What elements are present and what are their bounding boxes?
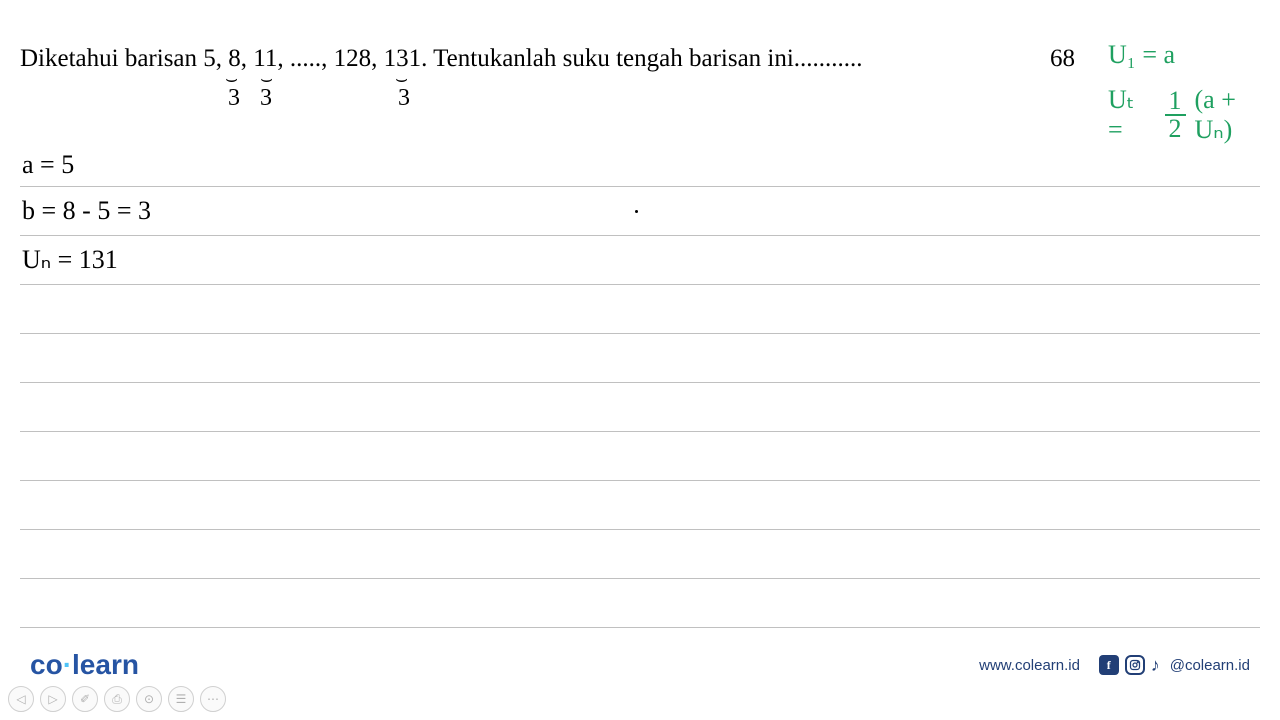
problem-text: Diketahui barisan 5, 8, 11, ....., 128, … — [20, 45, 863, 73]
ruled-line — [20, 481, 1260, 530]
ruled-line — [20, 138, 1260, 187]
fraction-numerator: 1 — [1165, 88, 1186, 116]
ruled-line — [20, 285, 1260, 334]
social-links: f ♪ @colearn.id — [1099, 655, 1250, 676]
social-handle: @colearn.id — [1170, 657, 1250, 674]
more-button[interactable]: ⋯ — [200, 686, 226, 712]
instagram-icon[interactable] — [1125, 655, 1145, 675]
diff-label-1: 3 — [228, 85, 240, 112]
logo-dot: · — [63, 649, 72, 680]
zoom-button[interactable]: ⊙ — [136, 686, 162, 712]
tiktok-icon[interactable]: ♪ — [1151, 655, 1160, 676]
prev-button[interactable]: ◁ — [8, 686, 34, 712]
player-controls: ◁ ▷ ✐ ⎙ ⊙ ☰ ⋯ — [8, 686, 226, 712]
facebook-icon[interactable]: f — [1099, 655, 1119, 675]
ruled-line — [20, 530, 1260, 579]
formula-ut: Uₜ = 1 2 (a + Uₙ) — [1108, 85, 1280, 145]
work-line-a: a = 5 — [22, 150, 74, 180]
ruled-line — [20, 187, 1260, 236]
fraction-half: 1 2 — [1165, 88, 1186, 142]
diff-label-3: 3 — [398, 85, 410, 112]
formula-u1: U₁ = a — [1108, 40, 1175, 70]
next-button[interactable]: ▷ — [40, 686, 66, 712]
dot-marker — [635, 210, 638, 213]
formula-ut-rhs: (a + Uₙ) — [1195, 85, 1280, 145]
work-line-b: b = 8 - 5 = 3 — [22, 196, 151, 226]
ruled-line — [20, 334, 1260, 383]
formula-ut-lhs: Uₜ = — [1108, 85, 1156, 145]
ruled-lines-area — [20, 138, 1260, 628]
ruled-line — [20, 236, 1260, 285]
logo-part1: co — [30, 649, 63, 680]
menu-button[interactable]: ☰ — [168, 686, 194, 712]
logo: co·learn — [30, 649, 139, 681]
draw-button[interactable]: ✐ — [72, 686, 98, 712]
footer: co·learn www.colearn.id f ♪ @colearn.id — [0, 640, 1280, 690]
work-line-un: Uₙ = 131 — [22, 245, 118, 275]
diff-label-2: 3 — [260, 85, 272, 112]
ruled-line — [20, 579, 1260, 628]
logo-part2: learn — [72, 649, 139, 680]
ruled-line — [20, 432, 1260, 481]
problem-answer: 68 — [1050, 45, 1075, 73]
website-url: www.colearn.id — [979, 657, 1080, 674]
copy-button[interactable]: ⎙ — [104, 686, 130, 712]
ruled-line — [20, 383, 1260, 432]
